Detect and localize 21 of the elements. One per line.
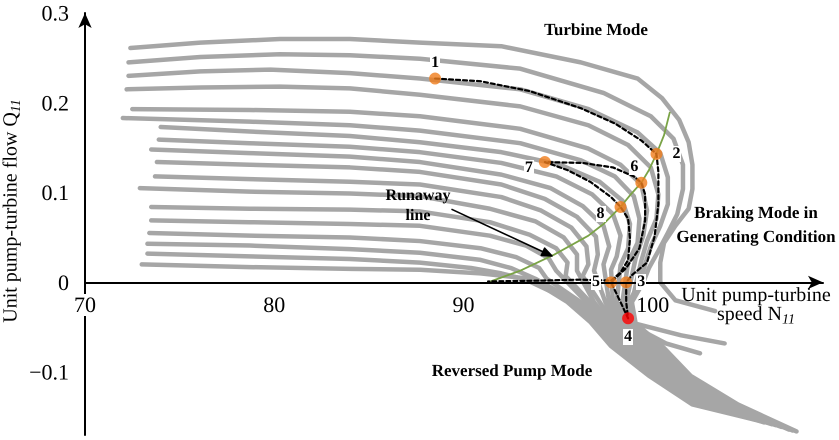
x-tick-label: 90	[451, 292, 476, 318]
annotation: 7	[524, 159, 534, 176]
annotation: Braking Mode in Generating Condition	[675, 202, 837, 248]
x-tick-label: 100	[635, 292, 670, 318]
y-tick-label: 0	[58, 270, 69, 295]
annotation: 4	[623, 328, 634, 346]
annotation: 6	[629, 158, 640, 175]
annotation: Runaway line	[384, 186, 452, 226]
x-axis-title: Unit pump-turbine speed N$_{11}$	[680, 284, 832, 328]
y-tick-label: 0.2	[42, 90, 69, 116]
annotation: 5	[591, 273, 602, 290]
x-tick-label: 80	[262, 292, 286, 318]
x-tick-label: 70	[72, 292, 98, 318]
annotation: 2	[671, 144, 682, 162]
annotation: 8	[596, 204, 606, 222]
annotation: Reversed Pump Mode	[430, 360, 594, 382]
annotation: 1	[430, 54, 440, 71]
annotation: Turbine Mode	[543, 19, 649, 41]
y-tick-label: 0.1	[42, 180, 69, 206]
y-tick-label: −0.1	[29, 360, 69, 385]
y-tick-label: 0.3	[42, 0, 69, 26]
